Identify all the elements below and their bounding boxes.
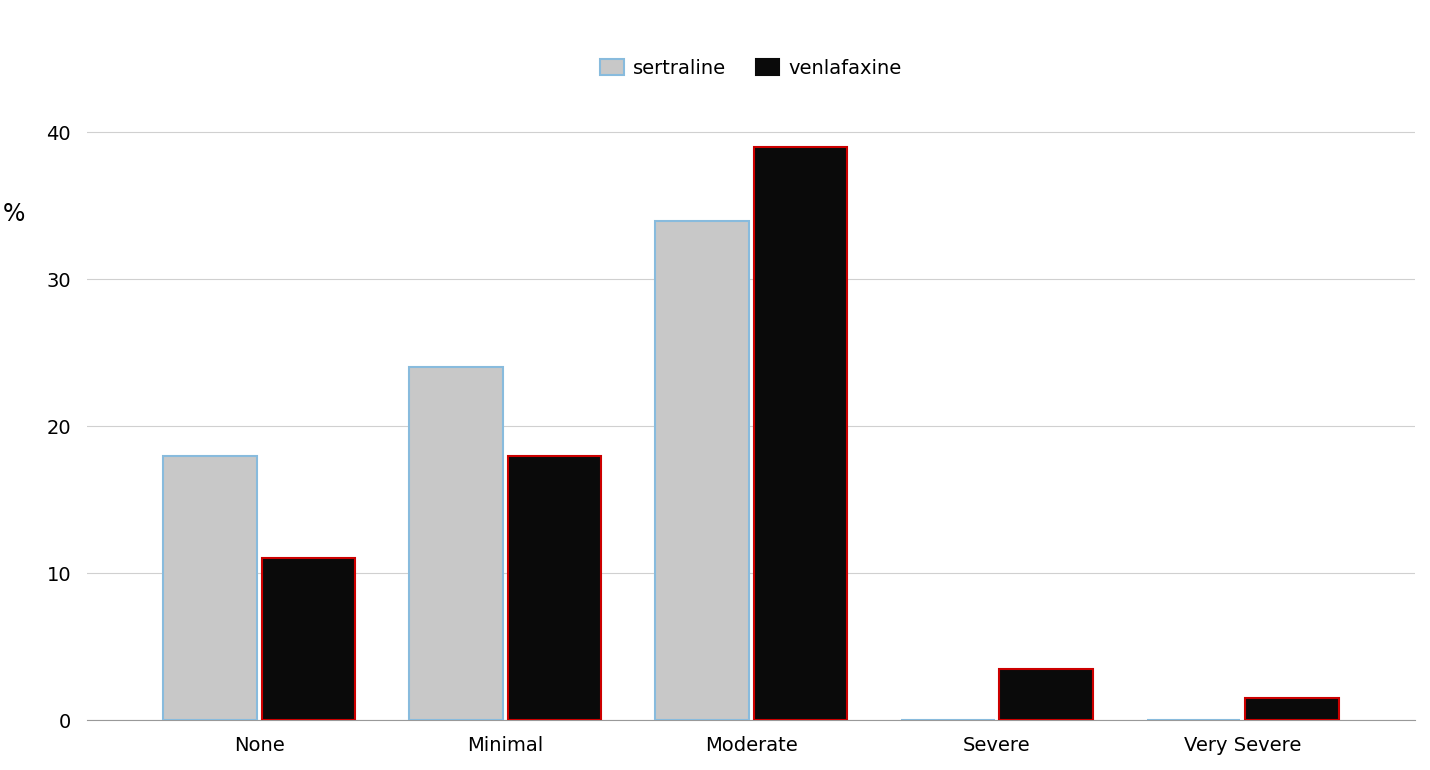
Bar [409,367,503,720]
Bar [163,456,257,720]
Legend: sertraline, venlafaxine: sertraline, venlafaxine [592,51,909,85]
Bar [1000,668,1093,720]
Bar [754,147,847,720]
Bar [655,220,749,720]
Bar [508,456,601,720]
Bar [262,558,355,720]
Y-axis label: %: % [3,202,26,226]
Bar [1246,698,1338,720]
